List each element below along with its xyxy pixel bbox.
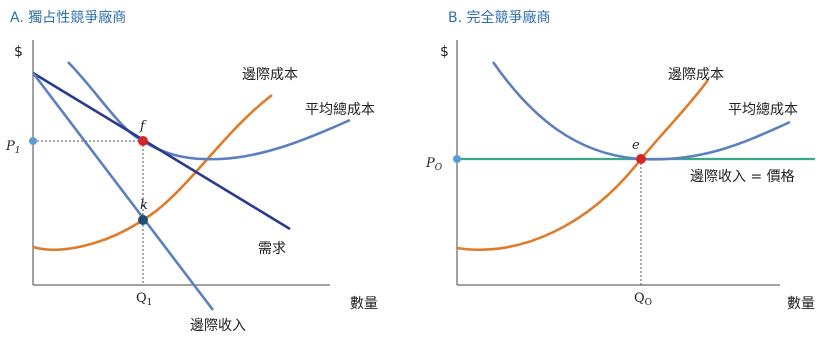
panel-a-mr-curve (31, 72, 215, 311)
panel-b-p0-marker (453, 155, 461, 163)
panel-a-point-k-label: k (140, 198, 148, 213)
panel-a-atc-label: 平均總成本 (305, 101, 375, 118)
panel-a-y-axis-label: $ (14, 44, 23, 60)
panel-a-p1-marker (29, 137, 37, 145)
panel-b-p0-tick: PO (425, 156, 443, 173)
panel-b-title: B. 完全競爭廠商 (448, 9, 551, 26)
panel-b-x-axis-label: 數量 (787, 296, 815, 312)
panel-a-mc-curve (32, 93, 273, 251)
panel-a-x-axis-label: 數量 (350, 296, 378, 312)
panel-b: B. 完全競爭廠商 $ 邊際成本 平均總成本 邊際收入 = 價格 e PO QO… (425, 9, 815, 312)
panel-a-point-f-label: f (139, 119, 147, 134)
panel-a: A. 獨占性競爭廠商 $ 邊際成本 平均總成本 需求 邊際收入 f k P1 Q… (5, 9, 378, 334)
panel-b-q0-tick: QO (634, 291, 652, 308)
panel-a-mr-label: 邊際收入 (190, 318, 246, 334)
panel-b-mc-label: 邊際成本 (668, 67, 724, 83)
panel-a-demand-curve (32, 71, 291, 231)
panel-b-mc-curve (456, 79, 710, 252)
panel-b-y-axis-label: $ (440, 44, 449, 60)
panel-b-mr-price-label: 邊際收入 = 價格 (690, 168, 795, 185)
panel-a-point-f (138, 136, 148, 146)
panel-a-p1-tick: P1 (5, 139, 20, 156)
panel-a-point-k (138, 215, 148, 225)
panel-a-title: A. 獨占性競爭廠商 (10, 9, 126, 26)
panel-b-point-e-label: e (632, 138, 640, 153)
panel-a-mc-label: 邊際成本 (242, 67, 298, 83)
panel-a-q1-tick: Q1 (136, 291, 152, 308)
panel-a-demand-label: 需求 (258, 241, 286, 257)
panel-b-atc-label: 平均總成本 (728, 101, 798, 118)
panel-a-atc-curve (67, 61, 351, 161)
panel-b-point-e (636, 154, 646, 164)
